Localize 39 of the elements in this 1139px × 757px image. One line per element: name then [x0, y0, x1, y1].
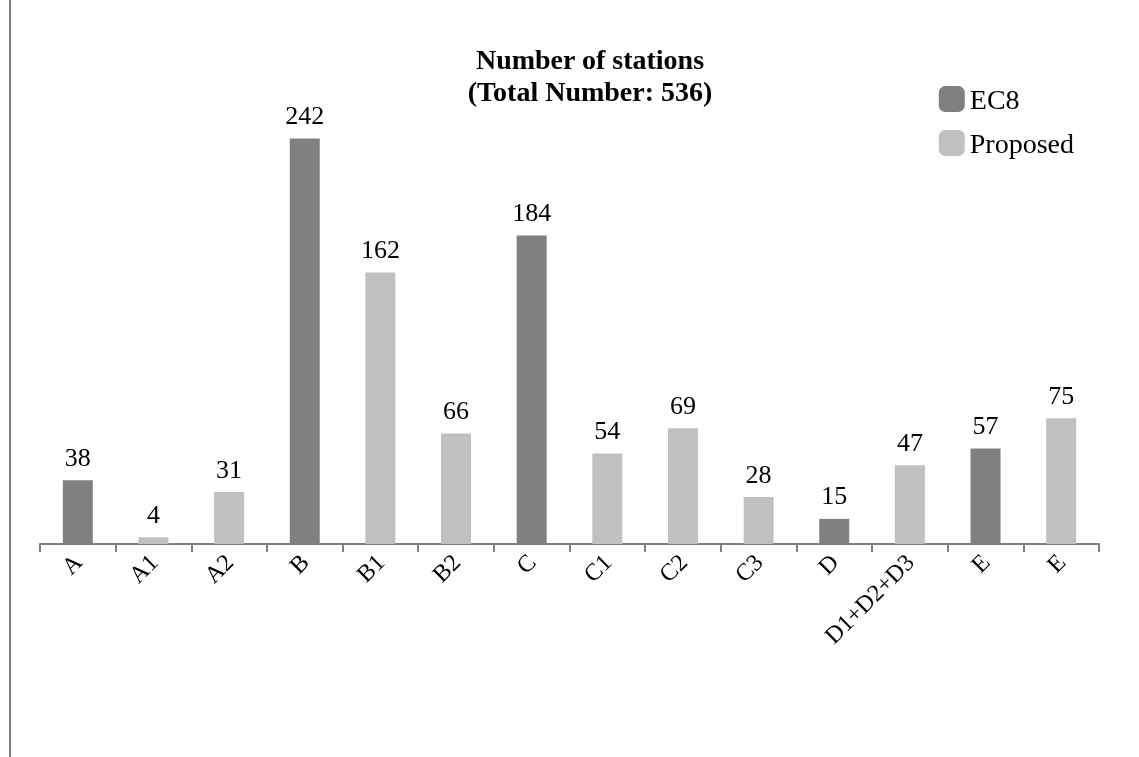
x-tick-label: C2 — [653, 548, 693, 587]
data-label: 66 — [443, 395, 470, 425]
chart-title: Number of stations — [475, 43, 705, 75]
legend-label: EC8 — [969, 83, 1020, 115]
legend-label: Proposed — [969, 127, 1075, 159]
bar — [667, 428, 698, 544]
x-tick-label: A1 — [123, 548, 163, 588]
bar — [1046, 418, 1077, 544]
data-label: 54 — [594, 416, 621, 445]
data-label: 184 — [512, 198, 552, 228]
x-tick-label: C1 — [578, 548, 617, 587]
bar — [894, 465, 925, 544]
x-tick-label: A2 — [199, 548, 239, 588]
x-tick-label: B2 — [427, 548, 466, 587]
x-tick-label: E — [1041, 548, 1071, 578]
data-label: 31 — [216, 454, 243, 484]
data-label: 28 — [745, 459, 772, 489]
data-label: 75 — [1048, 380, 1075, 410]
data-label: 69 — [669, 390, 696, 420]
x-tick-label: C3 — [729, 548, 768, 587]
data-label: 4 — [146, 499, 160, 529]
data-label: 15 — [821, 481, 848, 511]
x-tick-label: C — [511, 548, 541, 579]
bar — [592, 453, 623, 544]
bar — [441, 433, 472, 544]
data-label: 242 — [285, 100, 325, 130]
bar — [743, 497, 774, 544]
x-tick-label: B — [284, 548, 314, 579]
x-tick-label: E — [965, 548, 995, 578]
data-label: 57 — [972, 410, 999, 440]
x-tick-label: B1 — [351, 548, 390, 587]
bar — [214, 492, 245, 544]
chart-subtitle: (Total Number: 536) — [467, 75, 713, 107]
data-label: 162 — [360, 234, 400, 264]
x-tick-label: A — [56, 548, 88, 580]
data-label: 38 — [64, 442, 91, 472]
bar — [365, 272, 396, 544]
bar — [138, 537, 169, 544]
data-label: 47 — [896, 427, 923, 457]
